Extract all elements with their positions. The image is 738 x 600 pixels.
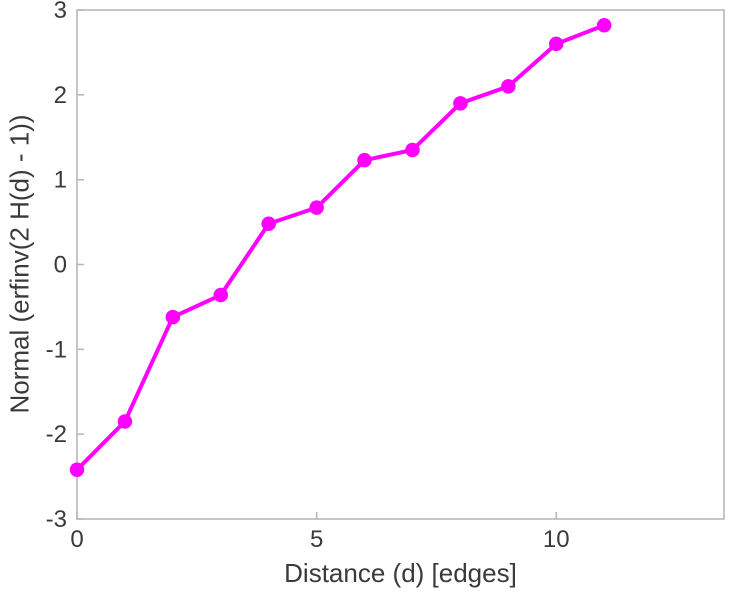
axis-box xyxy=(76,9,725,520)
data-line xyxy=(75,23,607,472)
data-point-marker xyxy=(261,216,276,232)
data-point-marker xyxy=(309,200,324,215)
data-point-marker xyxy=(165,309,181,325)
y-tick-label: -3 xyxy=(46,506,67,533)
data-point-marker xyxy=(453,96,468,111)
data-point-marker xyxy=(357,152,372,168)
x-axis-label: Distance (d) [edges] xyxy=(284,558,517,588)
x-tick-label: 0 xyxy=(70,526,83,553)
y-tick-label: 2 xyxy=(54,82,67,109)
data-point-marker xyxy=(117,414,133,429)
y-axis-label: Normal (erfinv(2 H(d) - 1)) xyxy=(4,114,35,414)
y-tick-label: -2 xyxy=(46,421,67,448)
data-point-marker xyxy=(213,287,229,303)
x-tick-label: 10 xyxy=(543,526,570,553)
y-tick-label: 1 xyxy=(54,167,67,194)
x-tick-label: 5 xyxy=(310,526,323,553)
data-point-marker xyxy=(501,79,516,94)
y-tick-label: 3 xyxy=(54,0,67,24)
data-point-marker xyxy=(596,18,612,33)
data-point-marker xyxy=(549,36,564,52)
y-tick-label: -1 xyxy=(46,336,67,363)
data-point-marker xyxy=(69,462,85,478)
y-tick-label: 0 xyxy=(54,252,67,279)
data-point-marker xyxy=(405,142,420,158)
